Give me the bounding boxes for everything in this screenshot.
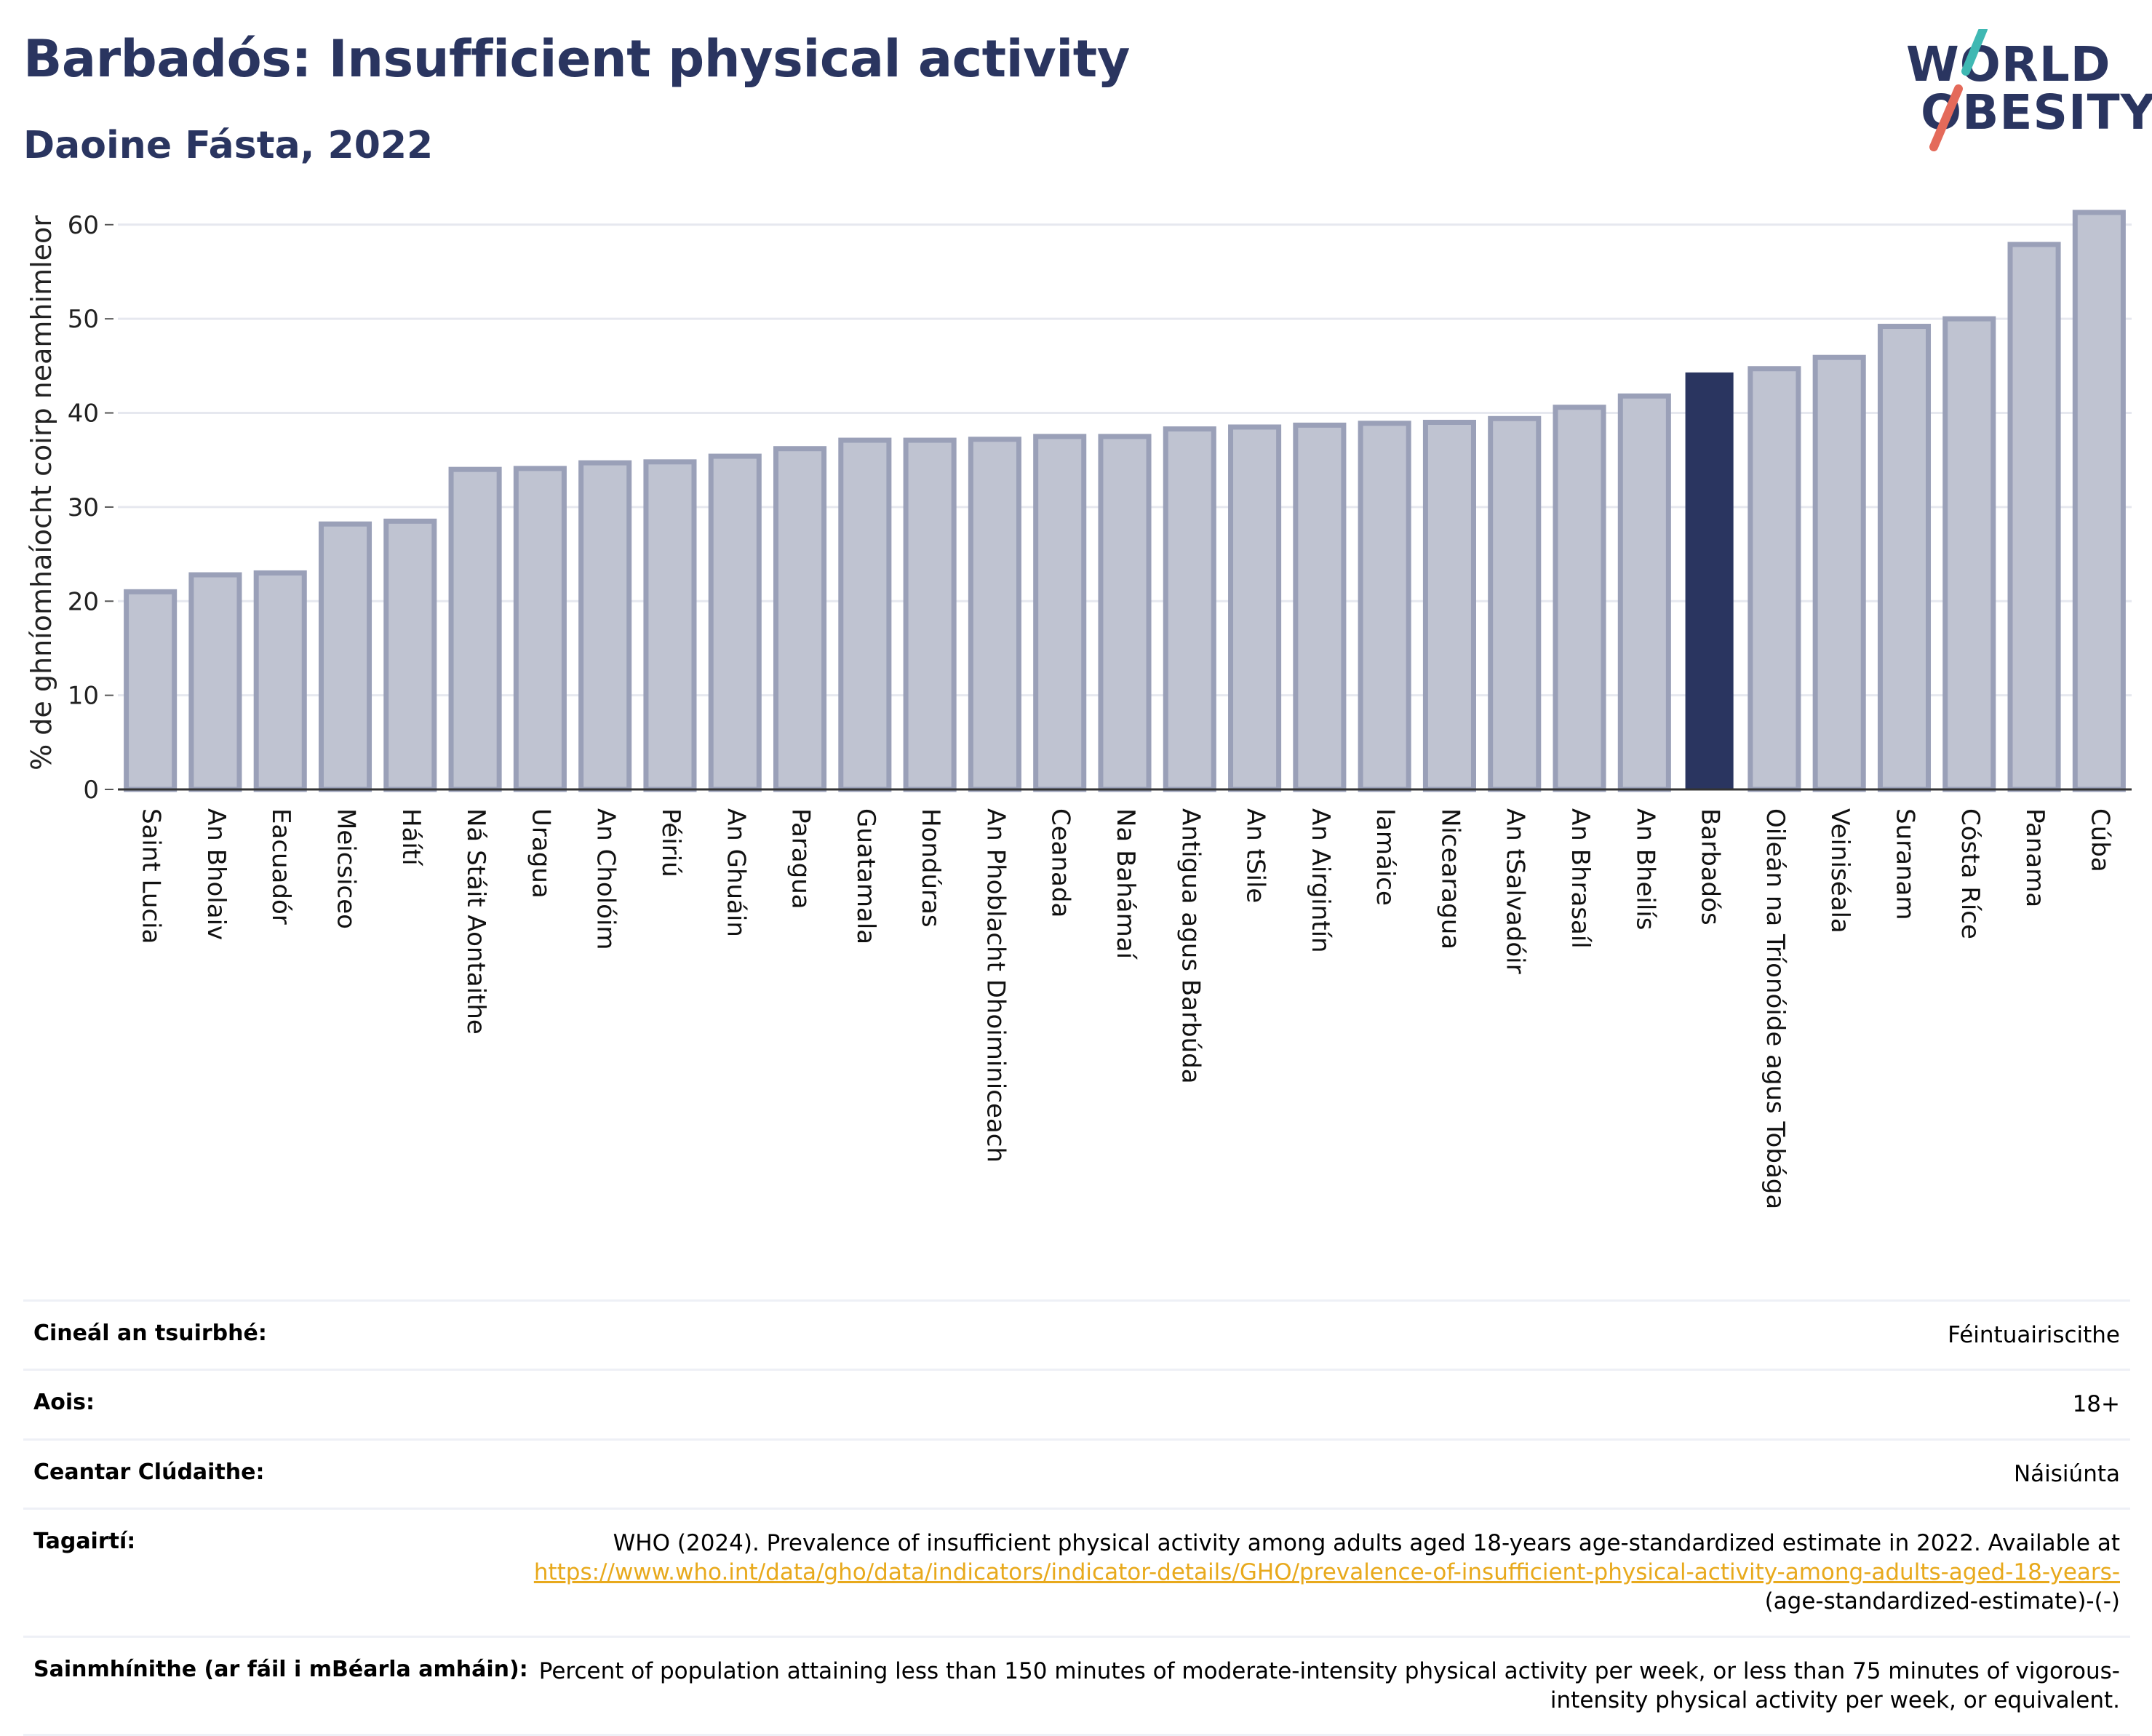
bars — [124, 210, 2126, 792]
reference-link[interactable]: https://www.who.int/data/gho/data/indica… — [533, 1559, 2120, 1586]
bar — [1617, 393, 1671, 792]
y-tick-label: 10 — [68, 682, 99, 711]
x-tick-label: Guatamala — [851, 808, 880, 944]
bar — [1033, 434, 1087, 792]
info-value: 18+ — [2072, 1391, 2120, 1418]
definition-text: Percent of population attaining less tha… — [538, 1657, 2120, 1714]
x-tick-label: Háítí — [396, 808, 426, 867]
info-label: Aois: — [33, 1390, 95, 1416]
bar — [1422, 419, 1476, 792]
x-tick-label: An Bhrasaíl — [1566, 808, 1595, 949]
y-tick-label: 50 — [68, 305, 99, 334]
bar — [1293, 422, 1347, 792]
bar — [1553, 405, 1606, 792]
x-tick-label: An tSalvadóir — [1501, 808, 1530, 974]
bar — [1098, 434, 1152, 792]
x-tick-label: Paragua — [786, 808, 816, 909]
x-tick-label: Saint Lucia — [137, 808, 166, 944]
bar — [2072, 210, 2126, 792]
info-row-age: Aois: 18+ — [23, 1369, 2130, 1438]
bar — [1877, 324, 1932, 792]
reference-text: WHO (2024). Prevalence of insufficient p… — [519, 1529, 2120, 1617]
info-table: Cineál an tsuirbhé: Féintuairiscithe Aoi… — [23, 1299, 2130, 1736]
x-tick-label: Barbadós — [1696, 808, 1725, 925]
x-tick-label: Cúba — [2085, 808, 2114, 872]
bar — [383, 518, 437, 792]
chart-title: Barbadós: Insufficient physical activity — [23, 29, 1130, 89]
x-tick-label: An Bholaiv — [202, 808, 231, 940]
bar — [643, 459, 697, 792]
info-label: Sainmhínithe (ar fáil i mBéarla amháin): — [33, 1656, 528, 1682]
x-tick-label: Péiriú — [656, 808, 685, 877]
x-tick-label: Ná Stáit Aontaithe — [461, 808, 490, 1035]
info-row-area-covered: Ceantar Clúdaithe: Náisiúnta — [23, 1438, 2130, 1508]
x-tick-label: An Bheilís — [1630, 808, 1659, 930]
bar — [838, 437, 892, 792]
bar — [448, 466, 502, 792]
x-tick-label: Suranam — [1890, 808, 1919, 920]
bar — [578, 460, 632, 792]
x-tick-label: Hondúras — [916, 808, 945, 928]
reference-citation: WHO (2024). Prevalence of insufficient p… — [613, 1529, 2120, 1556]
x-tick-label: An Cholóim — [591, 808, 621, 950]
axes: 0 10 20 30 40 50 60 % de ghníomhaíocht coirp ne… — [25, 211, 2132, 805]
info-value: Náisiúnta — [2013, 1460, 2120, 1487]
chart-subtitle: Daoine Fásta, 2022 — [23, 124, 434, 167]
bar — [773, 446, 827, 792]
x-tick-label: Panama — [2020, 808, 2049, 907]
info-label: Tagairtí: — [33, 1528, 136, 1554]
bar — [1163, 426, 1216, 792]
bar — [318, 521, 372, 792]
info-label: Cineál an tsuirbhé: — [33, 1321, 267, 1346]
x-tick-label: Iamáice — [1371, 808, 1400, 906]
x-tick-label: Nicearagua — [1435, 808, 1464, 949]
reference-tail: (age-standardized-estimate)-(-) — [1764, 1588, 2120, 1615]
y-tick-label: 40 — [68, 399, 99, 429]
category-labels: Saint Lucia An Bholaiv Eacuadór Meicsiceo Há… — [137, 808, 2115, 1209]
world-obesity-logo: WORLD OBESITY — [1899, 29, 2152, 153]
bar-highlight — [1685, 372, 1734, 789]
x-tick-label: Eacuadór — [266, 808, 295, 925]
bar — [1228, 424, 1282, 792]
bar — [188, 572, 242, 792]
info-value: Féintuairiscithe — [1948, 1322, 2120, 1348]
y-tick-label: 30 — [68, 493, 99, 522]
x-tick-label: An Ghuáin — [721, 808, 750, 937]
logo-slash-icon — [1929, 29, 1988, 151]
info-row-definitions: Sainmhínithe (ar fáil i mBéarla amháin):… — [23, 1635, 2130, 1736]
y-axis-label: % de ghníomhaíocht coirp neamhimleor — [25, 215, 57, 771]
info-row-survey-type: Cineál an tsuirbhé: Féintuairiscithe — [23, 1299, 2130, 1369]
info-row-references: Tagairtí: WHO (2024). Prevalence of insu… — [23, 1507, 2130, 1636]
x-tick-label: Meicsiceo — [332, 808, 361, 929]
x-tick-label: Antigua agus Barbúda — [1176, 808, 1205, 1084]
y-tick-label: 60 — [68, 211, 99, 240]
x-tick-label: Ceanada — [1046, 808, 1075, 917]
bar — [708, 453, 762, 792]
bar — [1488, 415, 1542, 792]
bar — [1942, 316, 1996, 792]
bar — [513, 466, 567, 792]
x-tick-label: Na Bahámaí — [1111, 808, 1140, 960]
x-tick-label: Cósta Ríce — [1956, 808, 1985, 939]
x-tick-label: An tSile — [1241, 808, 1270, 903]
bar — [2007, 242, 2061, 792]
bar — [124, 589, 178, 792]
x-tick-label: Veiniséala — [1825, 808, 1854, 933]
bar — [1358, 421, 1411, 792]
bar — [968, 437, 1021, 792]
info-label: Ceantar Clúdaithe: — [33, 1459, 265, 1485]
logo-line-1: WORLD — [1906, 36, 2111, 92]
x-tick-label: An Phoblacht Dhoiminiceach — [981, 808, 1010, 1163]
bar — [1747, 366, 1801, 792]
bar — [903, 437, 957, 792]
y-tick-label: 0 — [83, 776, 99, 805]
y-tick-label: 20 — [68, 587, 99, 616]
x-tick-label: Uragua — [526, 808, 555, 899]
x-tick-label: An Airgintín — [1306, 808, 1335, 953]
bar — [1812, 354, 1866, 792]
bar — [253, 570, 307, 792]
bar-chart: 0 10 20 30 40 50 60 % de ghníomhaíocht coirp ne… — [25, 210, 2132, 1209]
x-tick-label: Oileán na Tríonóide agus Tobága — [1761, 808, 1790, 1209]
